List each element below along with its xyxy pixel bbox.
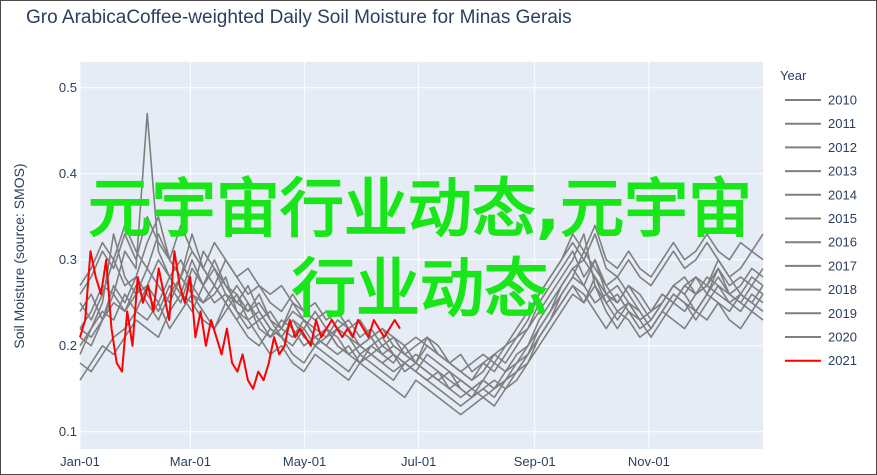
x-tick-label: Jul-01 [401, 454, 436, 469]
legend-label-2017[interactable]: 2017 [828, 258, 857, 273]
legend-label-2015[interactable]: 2015 [828, 211, 857, 226]
x-axis-ticks: Jan-01 Mar-01 May-01 Jul-01 Sep-01 Nov-01 [60, 454, 670, 469]
legend-label-2019[interactable]: 2019 [828, 306, 857, 321]
legend-label-2010[interactable]: 2010 [828, 93, 857, 108]
y-tick-label: 0.3 [59, 252, 77, 267]
series-line-2020[interactable] [79, 216, 764, 373]
x-tick-label: Nov-01 [628, 454, 670, 469]
legend-label-2012[interactable]: 2012 [828, 140, 857, 155]
y-axis-title: Soil Moisture (source: SMOS) [11, 163, 27, 348]
x-tick-label: Jan-01 [60, 454, 100, 469]
chart-title: Gro ArabicaCoffee-weighted Daily Soil Mo… [26, 7, 572, 28]
legend-label-2020[interactable]: 2020 [828, 330, 857, 345]
legend-title: Year [780, 68, 807, 83]
series-line-2019[interactable] [79, 276, 764, 399]
series-line-2018[interactable] [79, 258, 764, 399]
legend[interactable]: 2010 2011 2012 2013 2014 2015 2016 2017 2018 2019… [785, 93, 857, 369]
plot-area [80, 62, 763, 449]
x-tick-label: May-01 [283, 454, 326, 469]
legend-label-2016[interactable]: 2016 [828, 235, 857, 250]
legend-label-2011[interactable]: 2011 [828, 116, 856, 131]
y-tick-label: 0.1 [59, 424, 77, 439]
legend-label-2013[interactable]: 2013 [828, 164, 857, 179]
y-tick-label: 0.5 [59, 80, 77, 95]
x-tick-label: Sep-01 [514, 454, 556, 469]
legend-label-2014[interactable]: 2014 [828, 187, 857, 202]
y-tick-label: 0.2 [59, 338, 77, 353]
y-axis-ticks: 0.1 0.2 0.3 0.4 0.5 [59, 80, 77, 439]
legend-label-2018[interactable]: 2018 [828, 282, 857, 297]
x-tick-label: Mar-01 [170, 454, 211, 469]
legend-label-2021[interactable]: 2021 [828, 353, 857, 368]
y-tick-label: 0.4 [59, 166, 77, 181]
series-line-2021[interactable] [79, 250, 401, 390]
grid-lines [79, 62, 763, 449]
series-lines[interactable] [79, 112, 764, 416]
series-line-2013[interactable] [79, 250, 764, 382]
